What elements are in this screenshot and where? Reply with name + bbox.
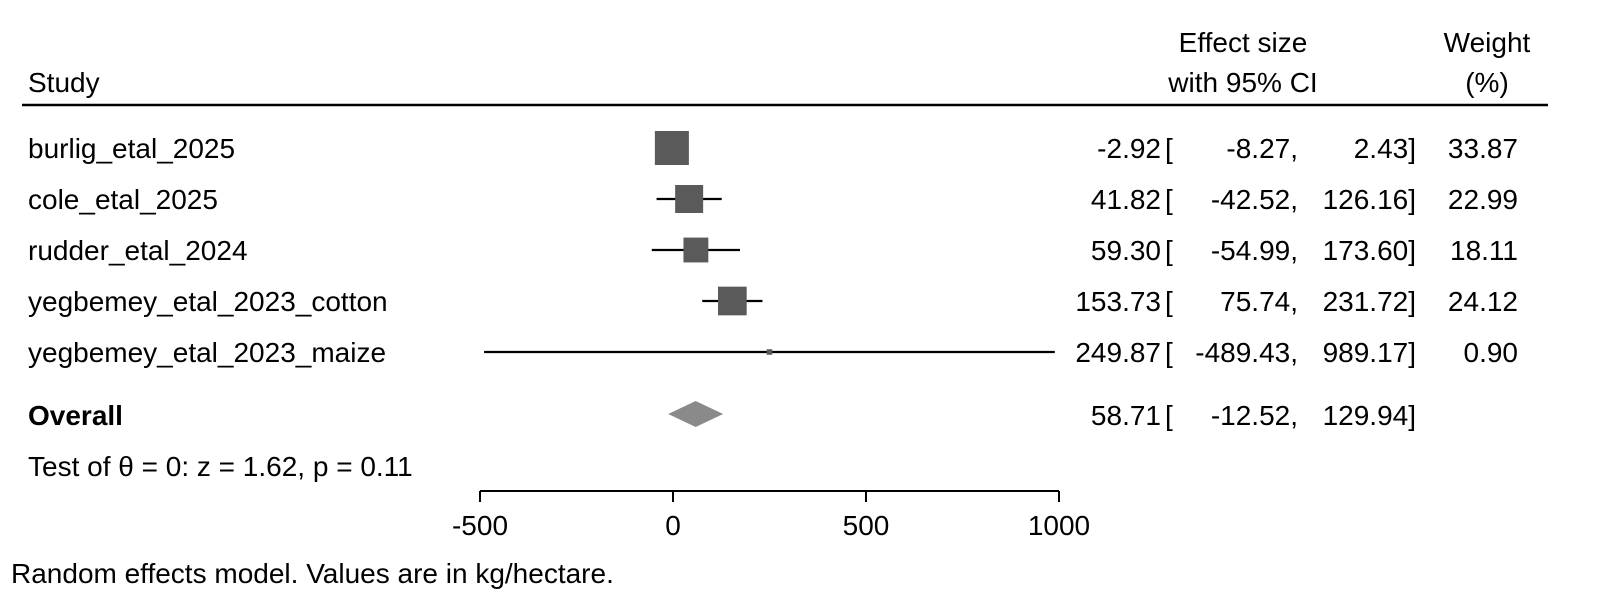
study-row: rudder_etal_2024 59.30[ -54.99, 173.60] 18.1… bbox=[28, 235, 1518, 266]
overall-diamond bbox=[668, 401, 724, 427]
weight-value: 18.11 bbox=[1450, 235, 1518, 266]
study-rows: burlig_etal_2025 -2.92[-8.27, 2.43] 33.87co… bbox=[28, 131, 1518, 368]
ci-open-bracket: [ bbox=[1165, 235, 1173, 266]
study-row: yegbemey_etal_2023_maize 249.87[ -489.43, 9… bbox=[28, 337, 1518, 368]
ci-open-bracket: [ bbox=[1165, 133, 1173, 164]
ci-low-value: -54.99, bbox=[1211, 235, 1298, 266]
overall-es: 58.71 bbox=[1091, 400, 1161, 431]
ci-low-value: -8.27, bbox=[1226, 133, 1298, 164]
study-name: rudder_etal_2024 bbox=[28, 235, 248, 266]
effect-box bbox=[654, 131, 689, 165]
study-name: yegbemey_etal_2023_cotton bbox=[28, 286, 388, 317]
overall-ci-low: -12.52, bbox=[1211, 400, 1298, 431]
ci-high-value: 989.17] bbox=[1323, 337, 1416, 368]
study-row: burlig_etal_2025 -2.92[ -8.27, 2.43] 33.87 bbox=[28, 131, 1518, 165]
effect-box bbox=[766, 349, 773, 355]
effect-size-value: 59.30 bbox=[1091, 235, 1161, 266]
effect-size-value: 153.73 bbox=[1075, 286, 1161, 317]
x-tick-label: 500 bbox=[843, 510, 890, 541]
effect-header-line1: Effect size bbox=[1179, 27, 1308, 58]
x-tick-label: 1000 bbox=[1028, 510, 1090, 541]
study-name: cole_etal_2025 bbox=[28, 184, 218, 215]
x-tick-label: 0 bbox=[665, 510, 681, 541]
overall-bracket: [ bbox=[1165, 400, 1173, 431]
footnote: Random effects model. Values are in kg/h… bbox=[11, 558, 614, 589]
effect-box bbox=[683, 237, 709, 263]
ci-low-value: -489.43, bbox=[1195, 337, 1298, 368]
weight-header-line1: Weight bbox=[1444, 27, 1531, 58]
effect-box bbox=[717, 286, 747, 316]
effect-header-line2: with 95% CI bbox=[1167, 67, 1317, 98]
overall-ci-high: 129.94] bbox=[1323, 400, 1416, 431]
study-header: Study bbox=[28, 67, 100, 98]
ci-open-bracket: [ bbox=[1165, 337, 1173, 368]
weight-value: 22.99 bbox=[1448, 184, 1518, 215]
effect-size-value: -2.92 bbox=[1097, 133, 1161, 164]
weight-header-line2: (%) bbox=[1465, 67, 1509, 98]
ci-open-bracket: [ bbox=[1165, 286, 1173, 317]
test-statistic: Test of θ = 0: z = 1.62, p = 0.11 bbox=[28, 451, 413, 482]
ci-low-value: 75.74, bbox=[1220, 286, 1298, 317]
study-row: cole_etal_2025 41.82[ -42.52, 126.16] 22.99 bbox=[28, 184, 1518, 215]
weight-value: 24.12 bbox=[1448, 286, 1518, 317]
weight-value: 0.90 bbox=[1464, 337, 1519, 368]
x-tick-label: -500 bbox=[452, 510, 508, 541]
ci-high-value: 2.43] bbox=[1354, 133, 1416, 164]
study-row: yegbemey_etal_2023_cotton 153.73[75.74, 23… bbox=[28, 286, 1518, 317]
ci-high-value: 231.72] bbox=[1323, 286, 1416, 317]
ci-high-value: 126.16] bbox=[1323, 184, 1416, 215]
study-name: yegbemey_etal_2023_maize bbox=[28, 337, 386, 368]
ci-open-bracket: [ bbox=[1165, 184, 1173, 215]
x-axis: -500 0 500 1000 bbox=[452, 490, 1090, 541]
weight-value: 33.87 bbox=[1448, 133, 1518, 164]
effect-box bbox=[675, 184, 704, 214]
effect-size-value: 249.87 bbox=[1075, 337, 1161, 368]
study-name: burlig_etal_2025 bbox=[28, 133, 235, 164]
ci-high-value: 173.60] bbox=[1323, 235, 1416, 266]
effect-size-value: 41.82 bbox=[1091, 184, 1161, 215]
overall-label: Overall bbox=[28, 400, 123, 431]
ci-low-value: -42.52, bbox=[1211, 184, 1298, 215]
